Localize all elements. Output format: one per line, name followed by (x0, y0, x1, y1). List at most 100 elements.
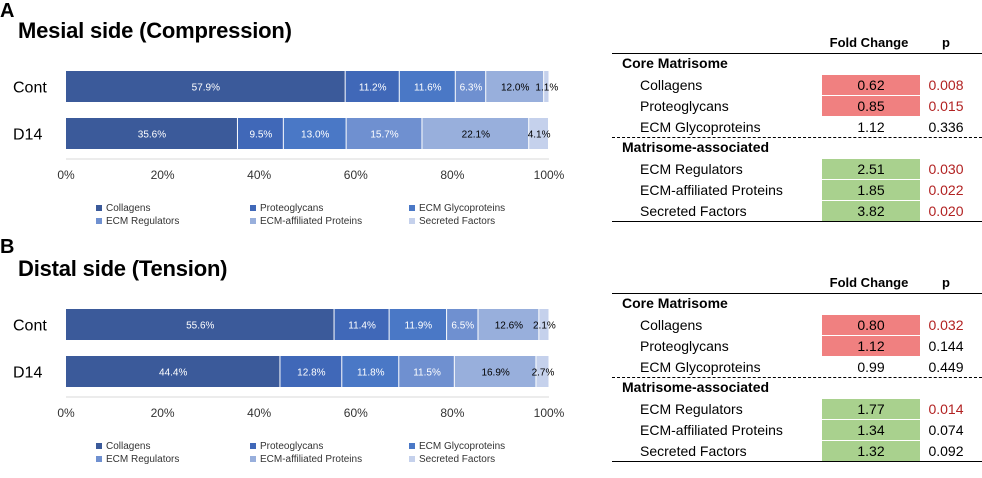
p-value-cell: 0.020 (928, 203, 964, 219)
bar-segment (486, 71, 544, 102)
data-label: 9.5% (249, 130, 272, 141)
section-title: Matrisome-associated (622, 139, 770, 155)
x-tick-label: 60% (344, 168, 368, 182)
row-name: ECM-affiliated Proteins (640, 182, 783, 198)
panel-title-a: Mesial side (Compression) (18, 18, 292, 43)
p-value-cell: 0.015 (928, 98, 964, 114)
fold-change-header: Fold Change (829, 275, 909, 290)
legend-label: ECM Regulators (106, 454, 179, 465)
legend-label: Collagens (106, 441, 150, 452)
x-tick-label: 60% (344, 406, 368, 420)
x-tick-label: 0% (57, 168, 75, 182)
legend-swatch (250, 456, 256, 462)
legend-label: Collagens (106, 203, 150, 214)
fold-change-cell: 0.85 (822, 96, 920, 116)
x-tick-label: 80% (440, 406, 464, 420)
legend-swatch (96, 205, 102, 211)
data-label: 35.6% (138, 130, 166, 141)
panel-title-b: Distal side (Tension) (18, 256, 228, 281)
legend-swatch (409, 218, 415, 224)
row-name: ECM Regulators (640, 161, 743, 177)
legend-label: Proteoglycans (260, 203, 323, 214)
bar-segment (447, 309, 478, 340)
bar-segment (539, 309, 549, 340)
bar-segment (346, 118, 422, 149)
fold-change-cell: 1.34 (822, 420, 920, 440)
panel-letter-b: B (0, 236, 15, 258)
bar-segment (66, 71, 345, 102)
p-value-cell: 0.144 (928, 338, 964, 354)
x-tick-label: 100% (534, 168, 565, 182)
bar-segment (389, 309, 447, 340)
bar-segment (342, 356, 399, 387)
row-name: Collagens (640, 77, 703, 93)
bar-segment (478, 309, 539, 340)
fold-change-cell: 2.51 (822, 159, 920, 179)
stacked-bar-chart-b: Cont D14 55.6% 11.4% 11.9% 6.5% 12.6% 2.1% 44.4%… (13, 309, 565, 465)
p-value-cell: 0.022 (928, 182, 964, 198)
p-value-header: p (942, 275, 950, 290)
legend-label: ECM Glycoproteins (419, 203, 505, 214)
fold-change-cell: 0.62 (822, 75, 920, 95)
legend-label: ECM Regulators (106, 216, 179, 227)
legend-swatch (250, 218, 256, 224)
data-label: 57.9% (192, 83, 220, 94)
bar-segment (66, 356, 280, 387)
x-tick-label: 100% (534, 406, 565, 420)
row-name: ECM Regulators (640, 401, 743, 417)
bar-segment (237, 118, 283, 149)
legend-swatch (250, 205, 256, 211)
row-name: Proteoglycans (640, 98, 729, 114)
bar-segment (544, 71, 549, 102)
category-label: Cont (13, 318, 47, 335)
legend-swatch (409, 456, 415, 462)
x-tick-label: 20% (151, 168, 175, 182)
section-divider (612, 377, 982, 378)
p-value-cell: 0.092 (928, 443, 964, 459)
fold-change-cell: 0.80 (822, 315, 920, 335)
fold-change-cell: 1.85 (822, 180, 920, 200)
p-value-cell: 0.032 (928, 317, 964, 333)
data-label: 44.4% (159, 368, 187, 379)
p-value-cell: 0.449 (928, 359, 964, 375)
legend-swatch (409, 205, 415, 211)
data-label: 13.0% (301, 130, 329, 141)
data-label: 12.6% (495, 321, 523, 332)
section-title: Matrisome-associated (622, 379, 770, 395)
p-value-cell: 0.008 (928, 77, 964, 93)
legend-label: Secreted Factors (419, 216, 495, 227)
category-label: D14 (13, 365, 42, 382)
data-label: 55.6% (186, 321, 214, 332)
x-tick-label: 40% (247, 406, 271, 420)
data-label: 22.1% (462, 130, 490, 141)
data-label: 11.9% (405, 321, 433, 332)
p-value-cell: 0.030 (928, 161, 964, 177)
data-label: 6.5% (451, 321, 474, 332)
row-name: Secreted Factors (640, 203, 747, 219)
fold-change-cell: 1.77 (822, 399, 920, 419)
row-name: ECM-affiliated Proteins (640, 422, 783, 438)
bar-segment (345, 71, 399, 102)
p-value-cell: 0.014 (928, 401, 964, 417)
legend-swatch (96, 456, 102, 462)
data-label: 11.2% (359, 83, 387, 94)
legend-label: Secreted Factors (419, 454, 495, 465)
fold-change-table-b: Fold Change p Core Matrisome Collagens 0.80 0… (612, 274, 982, 464)
x-tick-label: 40% (247, 168, 271, 182)
bar-segment (66, 118, 237, 149)
bar-segment (280, 356, 342, 387)
bar-segment (529, 118, 548, 149)
bar-segment (283, 118, 346, 149)
panel-letter-a: A (0, 0, 15, 22)
row-name: ECM Glycoproteins (640, 119, 761, 135)
table-top-rule (612, 293, 982, 294)
category-label: Cont (13, 80, 47, 97)
bar-segment (455, 71, 486, 102)
data-label: 1.1% (535, 83, 558, 94)
data-label: 4.1% (528, 130, 551, 141)
legend-swatch (96, 443, 102, 449)
bar-segment (399, 71, 455, 102)
bar-segment (334, 309, 389, 340)
stacked-bar-chart-a: Cont D14 57.9% 11.2% 11.6% 6.3% 12.0% 1.1% 35.6%… (13, 71, 565, 227)
p-value-cell: 0.336 (928, 119, 964, 135)
